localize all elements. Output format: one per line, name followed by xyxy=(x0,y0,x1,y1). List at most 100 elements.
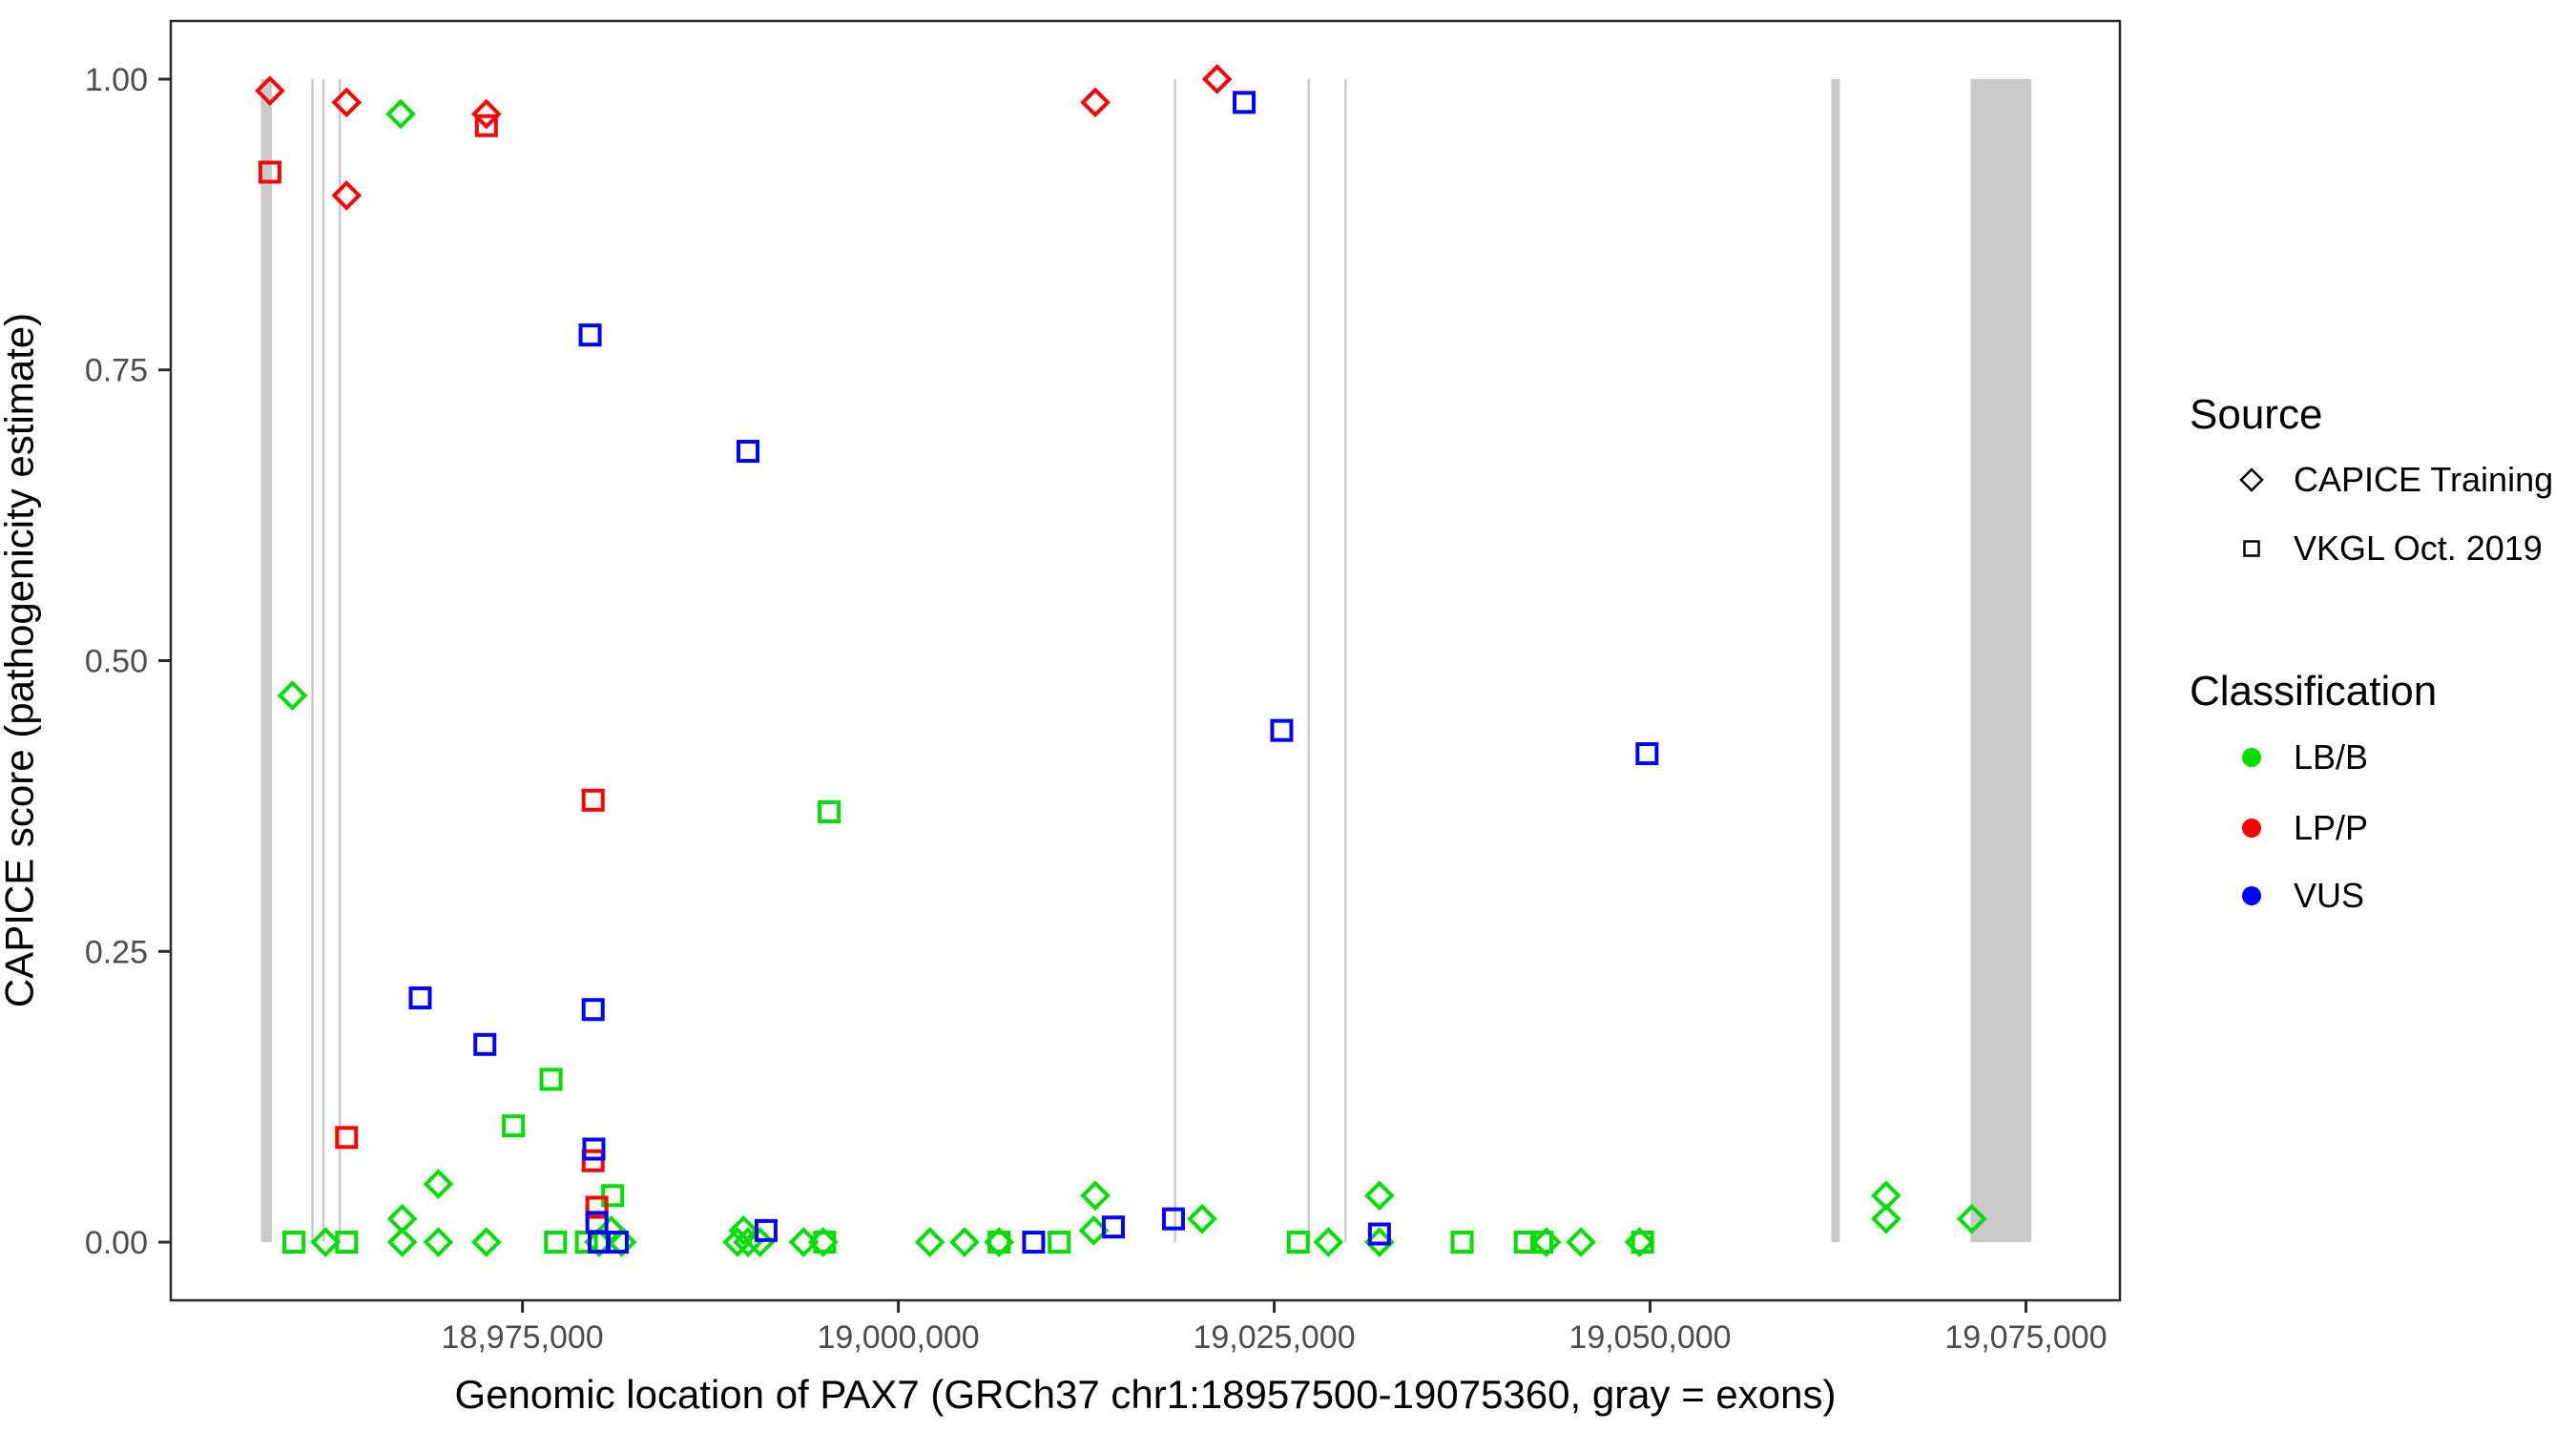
data-point xyxy=(987,1231,1011,1255)
data-point xyxy=(408,986,432,1010)
square-outline-icon xyxy=(2223,526,2280,571)
data-point xyxy=(1080,1180,1111,1212)
data-point xyxy=(1101,1215,1125,1239)
x-axis-title: Genomic location of PAX7 (GRCh37 chr1:18… xyxy=(454,1372,1837,1417)
exon-bar xyxy=(1174,78,1176,1243)
data-point xyxy=(1450,1231,1474,1255)
data-point xyxy=(581,998,605,1022)
diamond-outline-icon xyxy=(2223,457,2280,503)
panel-border xyxy=(169,19,2122,1302)
data-point xyxy=(331,87,363,118)
data-point xyxy=(813,1231,837,1255)
legend-item-capice-training: CAPICE Training xyxy=(2223,457,2553,503)
blue-dot-icon xyxy=(2223,873,2280,919)
data-point xyxy=(788,1227,820,1257)
data-point xyxy=(1201,64,1233,94)
x-tick-label: 19,050,000 xyxy=(1568,1319,1731,1356)
data-point xyxy=(1956,1203,1987,1234)
data-point xyxy=(578,323,602,347)
data-point xyxy=(1530,1227,1562,1257)
data-point xyxy=(1233,91,1257,114)
data-point xyxy=(606,1227,637,1257)
data-point xyxy=(1513,1231,1537,1255)
data-point xyxy=(601,1184,625,1208)
exon-bar xyxy=(1831,78,1840,1243)
x-tick-label: 19,025,000 xyxy=(1193,1319,1355,1356)
legend-item-vus: VUS xyxy=(2223,873,2364,919)
data-point xyxy=(502,1114,526,1138)
legend-item-label: VKGL Oct. 2019 xyxy=(2294,529,2543,568)
data-point xyxy=(581,1149,605,1172)
data-point xyxy=(544,1231,568,1255)
data-point xyxy=(818,799,841,823)
red-dot-icon xyxy=(2223,805,2280,851)
data-point xyxy=(754,1218,778,1242)
y-tick-label: 0.50 xyxy=(85,644,148,680)
data-point xyxy=(385,98,416,130)
data-point xyxy=(258,160,281,184)
data-point xyxy=(386,1227,418,1257)
data-point xyxy=(1367,1222,1391,1246)
x-tick-label: 19,000,000 xyxy=(818,1319,980,1356)
data-point xyxy=(1048,1231,1071,1255)
data-point xyxy=(539,1068,563,1091)
data-point xyxy=(1270,718,1294,742)
data-point xyxy=(1080,87,1111,118)
data-point xyxy=(473,1032,497,1056)
y-axis-title: CAPICE score (pathogenicity estimate) xyxy=(0,312,42,1008)
legend-item-lbb: LB/B xyxy=(2223,735,2368,780)
exon-bar xyxy=(260,78,272,1243)
data-point xyxy=(470,1227,502,1257)
data-point xyxy=(728,1215,759,1246)
data-point xyxy=(605,1231,629,1255)
legend-item-label: LB/B xyxy=(2294,737,2369,777)
exon-bar xyxy=(1344,78,1347,1243)
data-point xyxy=(1187,1203,1217,1234)
data-point xyxy=(1530,1231,1554,1255)
data-point xyxy=(581,788,605,812)
legend-item-label: VUS xyxy=(2294,876,2365,915)
y-tick-label: 0.00 xyxy=(85,1225,148,1261)
data-point xyxy=(744,1227,776,1257)
data-point xyxy=(470,98,502,130)
y-tick-label: 1.00 xyxy=(85,62,148,98)
x-tick-label: 19,075,000 xyxy=(1944,1319,2107,1356)
exon-bar xyxy=(311,78,314,1243)
data-point xyxy=(331,180,363,211)
data-point xyxy=(1313,1227,1344,1257)
data-point xyxy=(1566,1227,1596,1257)
data-point xyxy=(255,75,285,106)
data-point xyxy=(282,1231,306,1255)
data-point xyxy=(1161,1207,1185,1231)
legend-item-label: LP/P xyxy=(2294,808,2369,847)
data-point xyxy=(585,1195,609,1219)
exon-bar xyxy=(1307,78,1310,1243)
data-point xyxy=(474,114,498,137)
data-point xyxy=(335,1126,359,1150)
data-point xyxy=(423,1227,454,1257)
data-point xyxy=(335,1231,359,1255)
green-dot-icon xyxy=(2223,735,2280,780)
data-point xyxy=(949,1227,980,1257)
exon-bar xyxy=(322,78,325,1243)
data-point xyxy=(277,680,308,711)
legend-item-label: CAPICE Training xyxy=(2294,460,2554,499)
exon-bar xyxy=(338,78,342,1243)
data-point xyxy=(1635,742,1659,766)
x-tick-label: 18,975,000 xyxy=(442,1319,604,1356)
data-point xyxy=(737,440,760,464)
data-point xyxy=(1631,1231,1654,1255)
legend-classification-title: Classification xyxy=(2190,668,2438,715)
legend-source-title: Source xyxy=(2190,391,2323,438)
data-point xyxy=(423,1169,454,1199)
data-point xyxy=(914,1227,945,1257)
y-tick-label: 0.25 xyxy=(85,934,148,970)
data-point xyxy=(582,1137,606,1161)
exon-bar xyxy=(1970,78,2032,1243)
legend-item-lpp: LP/P xyxy=(2223,805,2368,851)
data-point xyxy=(1871,1203,1901,1234)
data-point xyxy=(1286,1231,1310,1255)
y-tick-label: 0.75 xyxy=(85,353,148,389)
